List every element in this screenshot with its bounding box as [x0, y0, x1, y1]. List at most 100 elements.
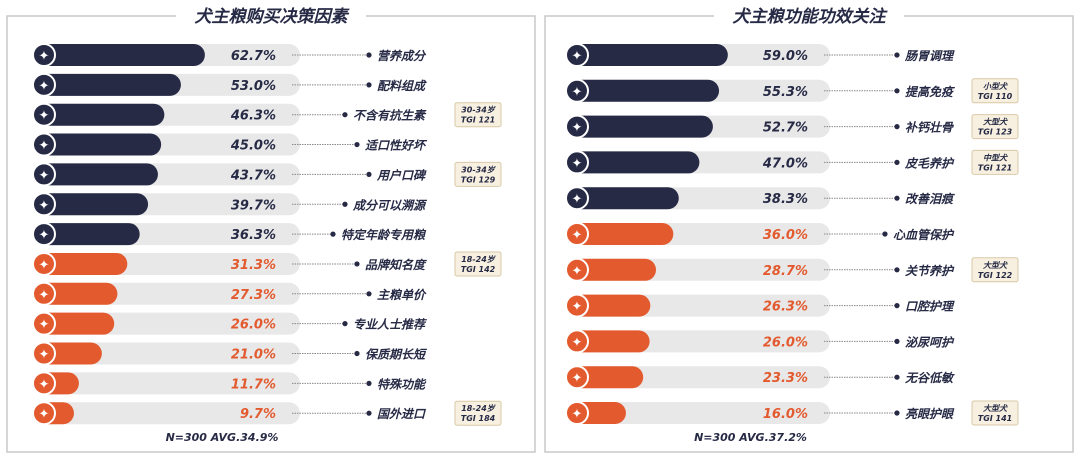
badge-box — [454, 251, 502, 277]
bar — [568, 115, 713, 138]
bar-track — [568, 402, 830, 424]
badge-box — [454, 102, 502, 128]
dog-icon-circle — [32, 222, 56, 247]
value-label: 31.3% — [231, 258, 276, 273]
category-label: 成分可以溯源 — [352, 198, 428, 212]
dog-icon: ✦ — [572, 335, 583, 350]
badge-box — [971, 78, 1019, 104]
leader-dot — [894, 88, 900, 94]
badge-segment: 30-34岁 — [461, 106, 496, 115]
badge-box — [971, 114, 1019, 140]
leader-dot — [366, 291, 372, 297]
bar-track — [35, 372, 300, 395]
category-label: 主粮单价 — [377, 288, 427, 302]
badge-tgi: TGI 110 — [978, 92, 1013, 101]
dog-icon: ✦ — [39, 348, 50, 363]
category-label: 营养成分 — [377, 49, 427, 63]
bar-row: ✦ 26.0% 专业人士推荐 — [32, 311, 427, 336]
category-label: 肠胃调理 — [904, 49, 955, 63]
value-label: 59.0% — [763, 49, 808, 64]
leader-dot — [894, 303, 900, 309]
dog-icon-circle — [32, 102, 56, 127]
dog-icon: ✦ — [39, 168, 50, 183]
badge-segment: 大型犬 — [982, 261, 1008, 270]
category-label: 品牌知名度 — [365, 258, 427, 272]
badge-tgi: TGI 141 — [978, 414, 1012, 423]
bar — [568, 223, 674, 245]
dog-icon: ✦ — [39, 258, 50, 273]
dog-icon: ✦ — [39, 377, 50, 392]
badge-segment: 大型犬 — [982, 118, 1008, 127]
dog-icon-circle — [565, 186, 589, 211]
dog-icon: ✦ — [572, 371, 583, 386]
leader-dot — [894, 267, 900, 273]
bar — [35, 44, 205, 66]
dog-icon-circle — [565, 114, 589, 139]
badge-tgi: TGI 129 — [461, 175, 496, 184]
leader-dot — [354, 141, 360, 148]
category-label: 保质期长短 — [365, 348, 428, 362]
category-label: 配料组成 — [377, 79, 427, 93]
badge-box — [454, 400, 502, 426]
bar — [35, 103, 165, 126]
leader-dot — [354, 350, 360, 357]
category-label: 提高免疫 — [905, 85, 955, 99]
value-label: 46.3% — [230, 109, 276, 124]
chart-title: 犬主粮功能功效关注 — [733, 7, 889, 27]
bar-row: ✦ 38.3% 改善泪痕 — [565, 186, 955, 211]
dog-icon: ✦ — [39, 318, 50, 333]
badge-tgi: TGI 121 — [978, 163, 1012, 172]
category-label: 关节养护 — [905, 264, 955, 278]
dog-icon: ✦ — [39, 198, 50, 213]
dog-icon: ✦ — [572, 264, 583, 279]
bar-row: ✦ 26.3% 口腔护理 — [565, 293, 955, 318]
bar-row: ✦ 62.7% 营养成分 — [32, 43, 427, 67]
bar — [568, 79, 720, 102]
dog-icon-circle — [565, 329, 589, 354]
badge-tgi: TGI 123 — [978, 128, 1013, 137]
category-label: 特殊功能 — [377, 377, 427, 391]
badge-segment: 30-34岁 — [461, 165, 496, 174]
bar-row: ✦ 21.0% 保质期长短 — [32, 341, 428, 366]
bar — [35, 73, 181, 96]
value-label: 39.7% — [231, 198, 276, 213]
dog-icon: ✦ — [39, 228, 50, 243]
value-label: 36.0% — [763, 228, 808, 243]
bar-row: ✦ 45.0% 适口性好坏 — [32, 132, 428, 157]
dog-icon: ✦ — [39, 139, 50, 154]
bar-track — [35, 342, 300, 365]
leader-dot — [366, 171, 372, 177]
leader-dot — [894, 124, 900, 130]
bar-track — [35, 402, 300, 425]
badge-segment: 大型犬 — [982, 404, 1008, 413]
leader-dot — [366, 410, 372, 416]
dog-icon: ✦ — [39, 79, 50, 94]
category-label: 亮眼护眼 — [905, 407, 955, 421]
panel-frame — [544, 15, 1074, 453]
value-label: 52.7% — [763, 121, 808, 136]
dog-icon-circle — [32, 401, 56, 426]
bar — [35, 223, 140, 246]
category-label: 不含有抗生素 — [353, 109, 427, 123]
dog-icon-circle — [565, 78, 589, 103]
dog-icon-circle — [565, 43, 589, 67]
badge-box — [971, 149, 1019, 175]
badge-box — [971, 257, 1019, 283]
value-label: 28.7% — [763, 264, 808, 279]
category-label: 心血管保护 — [893, 228, 955, 242]
bar-row: ✦ 23.3% 无谷低敏 — [565, 365, 955, 390]
value-label: 26.3% — [763, 300, 808, 315]
value-label: 16.0% — [763, 407, 808, 422]
badge-segment: 中型犬 — [983, 153, 1008, 162]
leader-dot — [882, 231, 888, 237]
